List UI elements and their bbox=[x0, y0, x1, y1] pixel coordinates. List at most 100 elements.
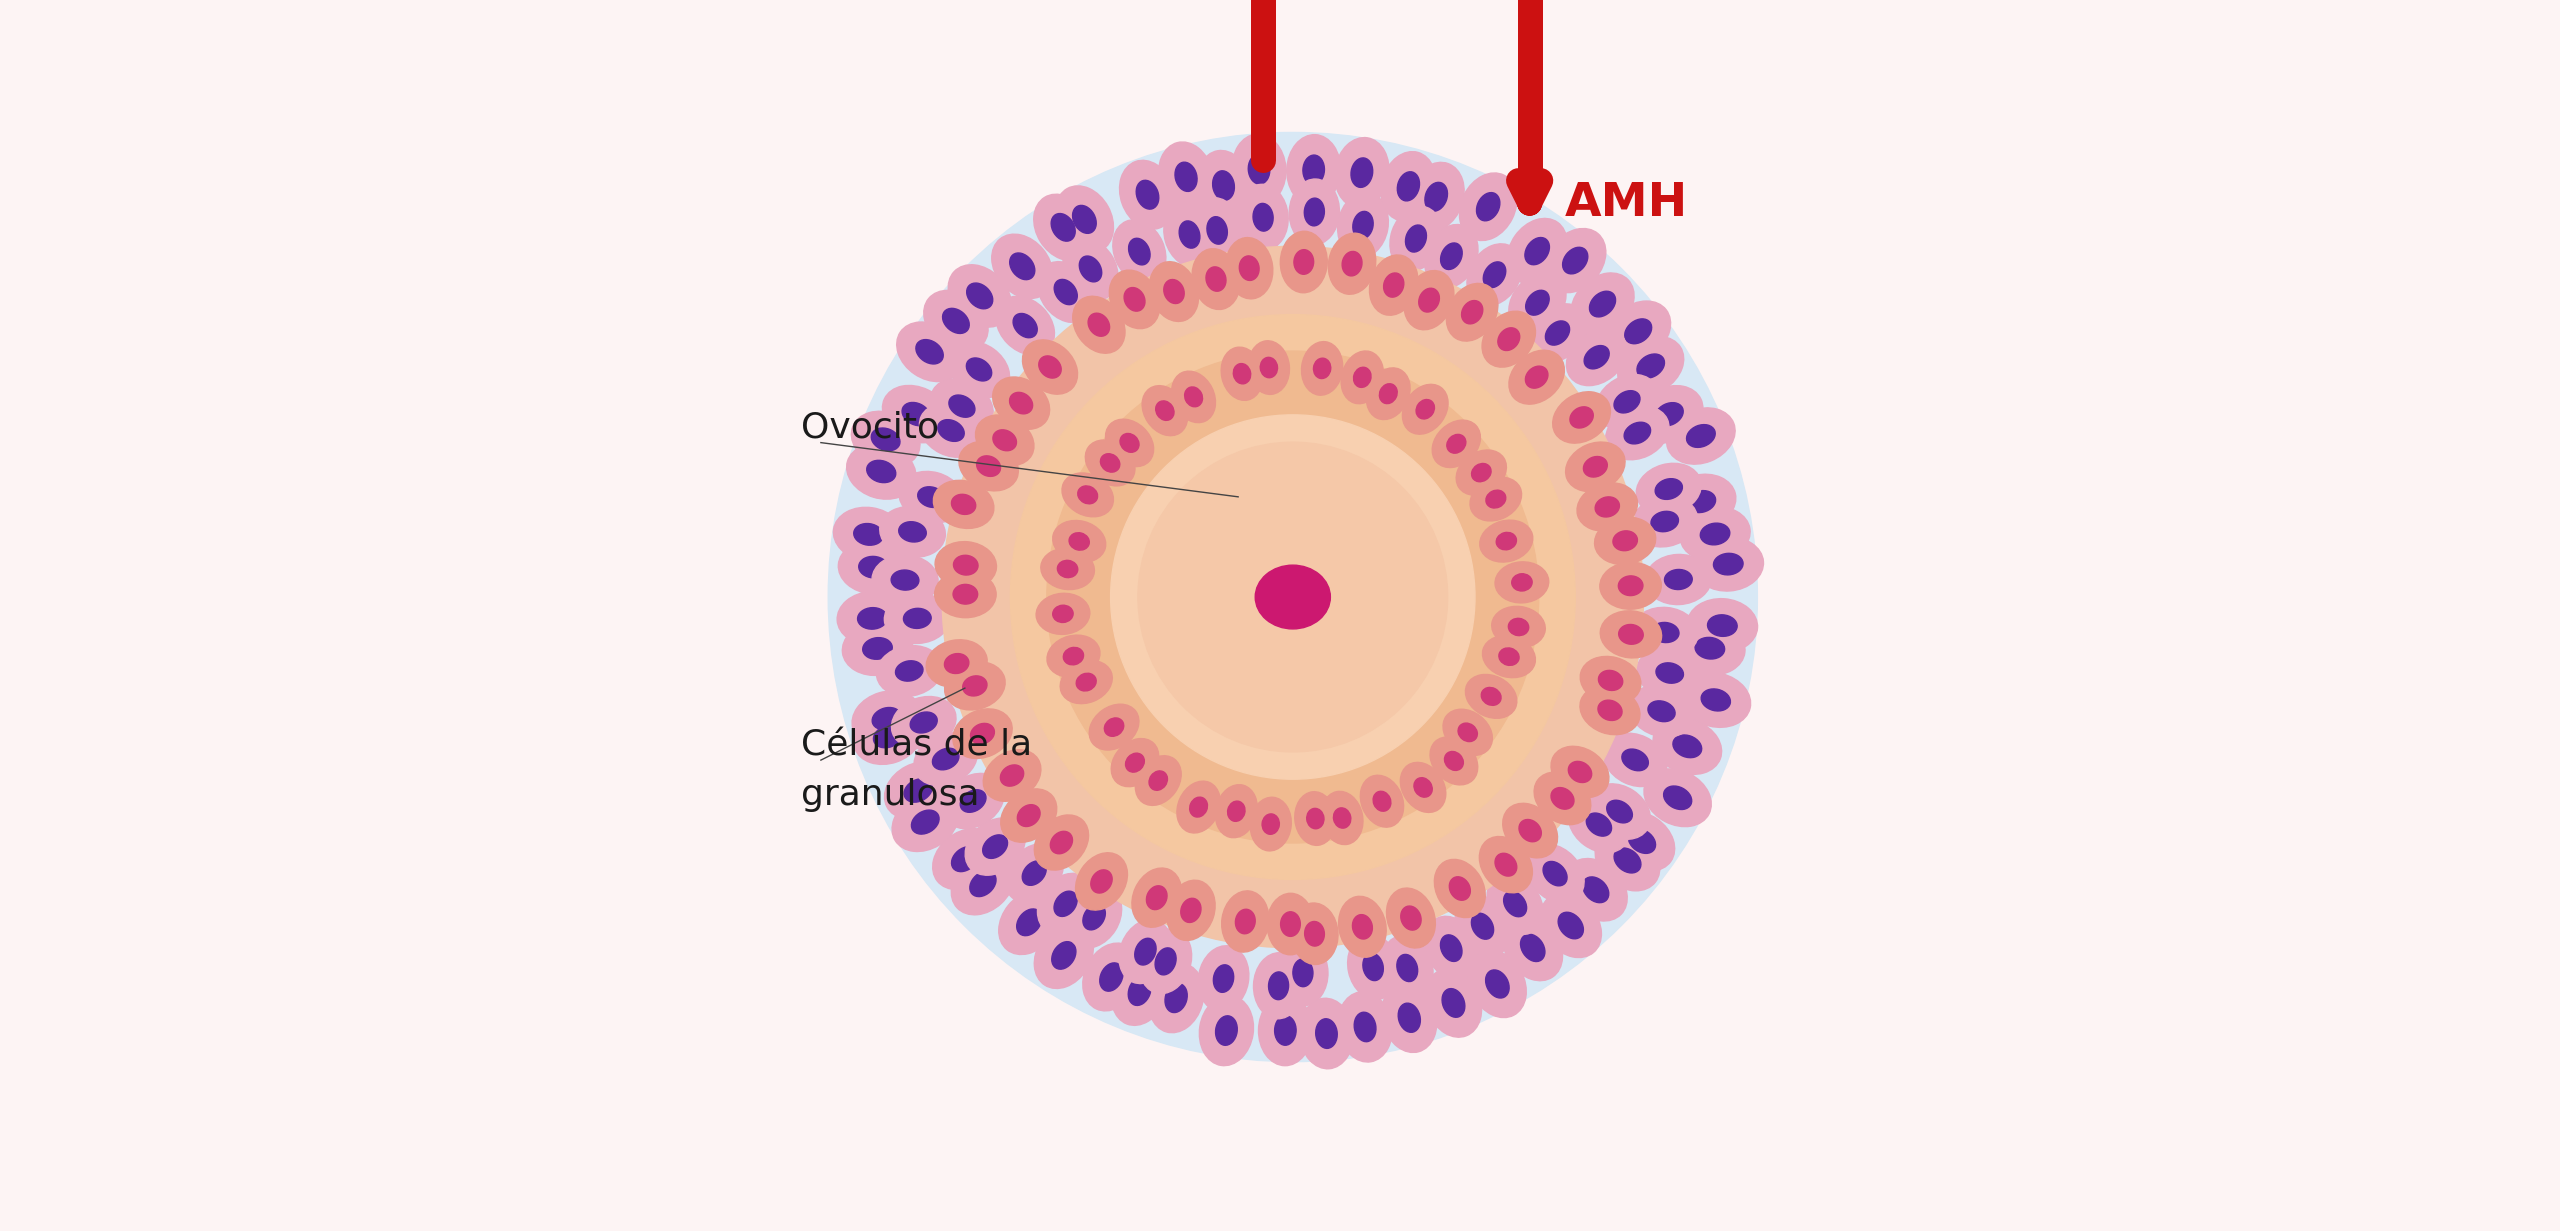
Ellipse shape bbox=[1477, 192, 1500, 220]
Ellipse shape bbox=[1508, 618, 1528, 635]
Ellipse shape bbox=[852, 411, 919, 468]
Ellipse shape bbox=[1416, 400, 1434, 419]
Ellipse shape bbox=[1078, 486, 1098, 503]
Ellipse shape bbox=[1597, 700, 1623, 720]
Text: Células de la
granulosa: Células de la granulosa bbox=[801, 728, 1032, 812]
Ellipse shape bbox=[1469, 950, 1526, 1018]
Circle shape bbox=[1011, 315, 1574, 879]
Ellipse shape bbox=[1498, 327, 1521, 351]
Ellipse shape bbox=[1293, 250, 1313, 275]
Ellipse shape bbox=[1431, 420, 1480, 468]
Ellipse shape bbox=[916, 486, 945, 507]
Ellipse shape bbox=[1288, 134, 1341, 206]
Ellipse shape bbox=[1608, 800, 1633, 822]
Ellipse shape bbox=[1469, 478, 1521, 521]
Ellipse shape bbox=[1644, 769, 1710, 827]
Ellipse shape bbox=[896, 323, 963, 382]
Ellipse shape bbox=[842, 622, 914, 676]
Ellipse shape bbox=[870, 428, 901, 451]
Ellipse shape bbox=[911, 712, 937, 732]
Ellipse shape bbox=[904, 779, 932, 803]
Ellipse shape bbox=[934, 480, 993, 528]
Ellipse shape bbox=[1359, 776, 1403, 827]
Ellipse shape bbox=[1155, 948, 1175, 975]
Ellipse shape bbox=[932, 748, 960, 769]
Ellipse shape bbox=[1114, 220, 1165, 283]
Ellipse shape bbox=[1062, 473, 1114, 517]
Ellipse shape bbox=[1106, 420, 1155, 467]
Ellipse shape bbox=[899, 522, 927, 542]
Ellipse shape bbox=[998, 890, 1060, 954]
Ellipse shape bbox=[1101, 454, 1119, 473]
Ellipse shape bbox=[950, 395, 975, 417]
Ellipse shape bbox=[1413, 778, 1431, 798]
Ellipse shape bbox=[1055, 279, 1078, 304]
Ellipse shape bbox=[1482, 311, 1536, 367]
Ellipse shape bbox=[1664, 570, 1692, 590]
Ellipse shape bbox=[1085, 439, 1134, 486]
Ellipse shape bbox=[1472, 913, 1492, 939]
Ellipse shape bbox=[1674, 622, 1746, 676]
Ellipse shape bbox=[968, 283, 993, 309]
Ellipse shape bbox=[1206, 267, 1226, 292]
Ellipse shape bbox=[1016, 908, 1042, 936]
Ellipse shape bbox=[1103, 718, 1124, 736]
Ellipse shape bbox=[1667, 474, 1736, 529]
Ellipse shape bbox=[1221, 891, 1270, 952]
Ellipse shape bbox=[1341, 251, 1362, 276]
Ellipse shape bbox=[1459, 174, 1518, 240]
Ellipse shape bbox=[1262, 814, 1280, 835]
Ellipse shape bbox=[1134, 938, 1157, 965]
Ellipse shape bbox=[1108, 270, 1160, 329]
Ellipse shape bbox=[1321, 792, 1362, 844]
Ellipse shape bbox=[1679, 507, 1751, 561]
Ellipse shape bbox=[1562, 247, 1587, 273]
Ellipse shape bbox=[952, 585, 978, 604]
Ellipse shape bbox=[1580, 686, 1641, 735]
Ellipse shape bbox=[911, 810, 940, 835]
Ellipse shape bbox=[1595, 497, 1620, 517]
Ellipse shape bbox=[852, 691, 922, 746]
Circle shape bbox=[829, 133, 1756, 1061]
Ellipse shape bbox=[1249, 798, 1290, 851]
Ellipse shape bbox=[1083, 904, 1106, 929]
Ellipse shape bbox=[1016, 805, 1039, 826]
Ellipse shape bbox=[963, 676, 988, 696]
Ellipse shape bbox=[1021, 340, 1078, 394]
Ellipse shape bbox=[1034, 194, 1093, 261]
Ellipse shape bbox=[1646, 554, 1710, 604]
Ellipse shape bbox=[1009, 393, 1032, 414]
Ellipse shape bbox=[904, 608, 932, 628]
Ellipse shape bbox=[1651, 623, 1679, 643]
Ellipse shape bbox=[1603, 734, 1667, 787]
Ellipse shape bbox=[1533, 772, 1590, 825]
Ellipse shape bbox=[1129, 239, 1149, 265]
Ellipse shape bbox=[1226, 238, 1272, 299]
Circle shape bbox=[1111, 415, 1475, 779]
Ellipse shape bbox=[1544, 862, 1567, 886]
Ellipse shape bbox=[1526, 366, 1549, 388]
Ellipse shape bbox=[1001, 764, 1024, 787]
Ellipse shape bbox=[937, 420, 965, 442]
Ellipse shape bbox=[1569, 762, 1592, 783]
Ellipse shape bbox=[1656, 662, 1684, 683]
Ellipse shape bbox=[1388, 888, 1436, 948]
Ellipse shape bbox=[1160, 142, 1213, 212]
Ellipse shape bbox=[1083, 943, 1139, 1011]
Ellipse shape bbox=[1198, 945, 1249, 1012]
Ellipse shape bbox=[1398, 1003, 1421, 1033]
Ellipse shape bbox=[1654, 718, 1723, 774]
Ellipse shape bbox=[1605, 302, 1672, 362]
Ellipse shape bbox=[952, 495, 975, 515]
Ellipse shape bbox=[1280, 231, 1326, 293]
Ellipse shape bbox=[1080, 256, 1101, 282]
Ellipse shape bbox=[1700, 523, 1731, 545]
Ellipse shape bbox=[1119, 920, 1172, 984]
Ellipse shape bbox=[1039, 356, 1062, 378]
Ellipse shape bbox=[975, 415, 1034, 465]
Ellipse shape bbox=[970, 724, 993, 744]
Ellipse shape bbox=[1628, 686, 1695, 737]
Ellipse shape bbox=[1633, 607, 1697, 657]
Ellipse shape bbox=[1400, 762, 1446, 812]
Ellipse shape bbox=[1464, 675, 1518, 719]
